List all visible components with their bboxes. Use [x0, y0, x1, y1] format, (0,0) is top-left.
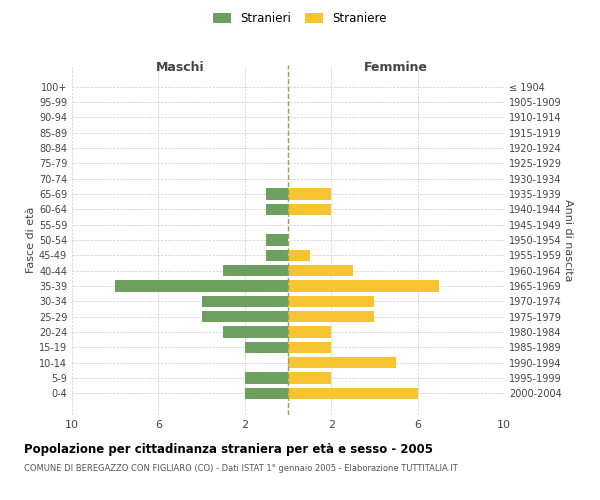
- Y-axis label: Fasce di età: Fasce di età: [26, 207, 36, 273]
- Bar: [288, 326, 331, 338]
- Bar: [245, 372, 288, 384]
- Bar: [288, 250, 310, 261]
- Bar: [288, 204, 331, 215]
- Legend: Stranieri, Straniere: Stranieri, Straniere: [209, 8, 391, 28]
- Text: COMUNE DI BEREGAZZO CON FIGLIARO (CO) - Dati ISTAT 1° gennaio 2005 - Elaborazion: COMUNE DI BEREGAZZO CON FIGLIARO (CO) - …: [24, 464, 458, 473]
- Bar: [288, 357, 396, 368]
- Bar: [266, 234, 288, 246]
- Bar: [288, 296, 374, 307]
- Bar: [245, 342, 288, 353]
- Text: Maschi: Maschi: [155, 62, 205, 74]
- Bar: [288, 265, 353, 276]
- Text: Femmine: Femmine: [364, 62, 428, 74]
- Bar: [288, 280, 439, 292]
- Bar: [288, 188, 331, 200]
- Y-axis label: Anni di nascita: Anni di nascita: [563, 198, 573, 281]
- Bar: [266, 204, 288, 215]
- Bar: [223, 326, 288, 338]
- Bar: [115, 280, 288, 292]
- Bar: [266, 188, 288, 200]
- Bar: [202, 311, 288, 322]
- Bar: [223, 265, 288, 276]
- Bar: [288, 311, 374, 322]
- Bar: [202, 296, 288, 307]
- Text: Popolazione per cittadinanza straniera per età e sesso - 2005: Popolazione per cittadinanza straniera p…: [24, 442, 433, 456]
- Bar: [288, 372, 331, 384]
- Bar: [288, 388, 418, 399]
- Bar: [245, 388, 288, 399]
- Bar: [266, 250, 288, 261]
- Bar: [288, 342, 331, 353]
